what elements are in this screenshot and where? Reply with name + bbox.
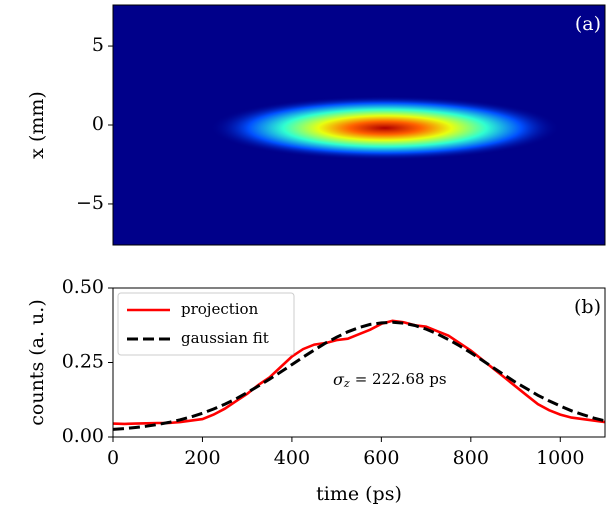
data-line <box>112 320 606 431</box>
legend-label: projection <box>181 300 259 318</box>
x-tick-label: 1000 <box>536 447 584 469</box>
x-tick-label: 0 <box>107 447 119 469</box>
sigma-annotation: σz = 222.68 ps <box>333 370 447 391</box>
y-axis-label: x (mm) <box>26 91 48 159</box>
y-tick-label: 0.25 <box>62 351 104 373</box>
sigma-symbol: σ <box>333 370 345 389</box>
data-line <box>112 319 606 426</box>
sigma-text: = 222.68 ps <box>355 370 447 388</box>
y-tick-label: 0 <box>92 113 104 135</box>
sigma-subscript: z <box>343 377 350 390</box>
beam-spot <box>210 96 560 160</box>
x-tick-label: 800 <box>453 447 489 469</box>
x-tick-label: 200 <box>184 447 220 469</box>
y-tick-label: 5 <box>92 34 104 56</box>
y-tick-label: 0.00 <box>62 425 104 447</box>
x-axis-label: time (ps) <box>316 483 402 505</box>
panel-label: (b) <box>574 296 601 318</box>
x-tick-label: 400 <box>274 447 310 469</box>
panel-label: (a) <box>575 13 601 35</box>
y-tick-label: 0.50 <box>62 276 104 298</box>
legend-label: gaussian fit <box>181 329 269 347</box>
y-axis-label: counts (a. u.) <box>26 299 48 426</box>
x-tick-label: 600 <box>363 447 399 469</box>
y-tick-label: −5 <box>76 192 104 214</box>
